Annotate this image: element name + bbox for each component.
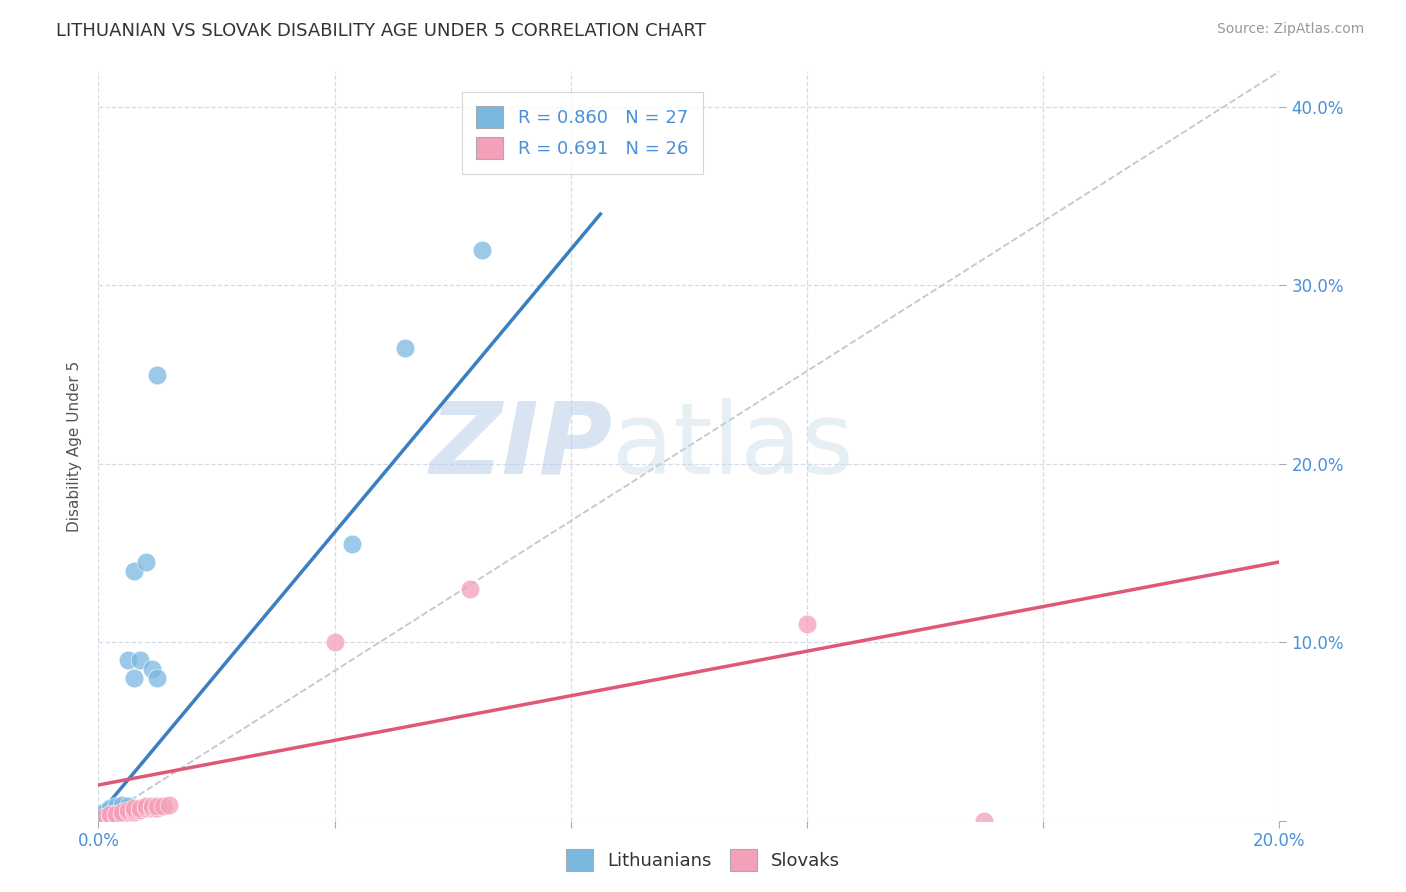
- Text: LITHUANIAN VS SLOVAK DISABILITY AGE UNDER 5 CORRELATION CHART: LITHUANIAN VS SLOVAK DISABILITY AGE UNDE…: [56, 22, 706, 40]
- Point: [128, 653, 150, 667]
- Point: [105, 808, 128, 822]
- Point: [105, 806, 128, 821]
- Point: [796, 617, 818, 632]
- Point: [117, 799, 139, 814]
- Point: [135, 555, 157, 569]
- Point: [460, 582, 482, 596]
- Point: [93, 810, 115, 824]
- Point: [98, 806, 121, 821]
- Point: [98, 803, 121, 817]
- Point: [122, 801, 145, 815]
- Point: [93, 808, 115, 822]
- Point: [105, 803, 128, 817]
- Legend: R = 0.860   N = 27, R = 0.691   N = 26: R = 0.860 N = 27, R = 0.691 N = 26: [461, 92, 703, 174]
- Point: [157, 797, 180, 812]
- Point: [146, 801, 169, 815]
- Point: [122, 671, 145, 685]
- Y-axis label: Disability Age Under 5: Disability Age Under 5: [67, 360, 83, 532]
- Text: ZIP: ZIP: [429, 398, 612, 494]
- Point: [128, 803, 150, 817]
- Legend: Lithuanians, Slovaks: Lithuanians, Slovaks: [558, 842, 848, 879]
- Text: atlas: atlas: [612, 398, 853, 494]
- Point: [128, 801, 150, 815]
- Point: [146, 671, 169, 685]
- Point: [105, 801, 128, 815]
- Point: [323, 635, 346, 649]
- Point: [105, 799, 128, 814]
- Point: [111, 803, 134, 817]
- Point: [105, 806, 128, 821]
- Point: [117, 801, 139, 815]
- Point: [152, 799, 174, 814]
- Point: [122, 564, 145, 578]
- Point: [111, 805, 134, 819]
- Point: [471, 243, 494, 257]
- Point: [141, 799, 163, 814]
- Point: [394, 341, 416, 355]
- Point: [342, 537, 364, 551]
- Text: Source: ZipAtlas.com: Source: ZipAtlas.com: [1216, 22, 1364, 37]
- Point: [117, 653, 139, 667]
- Point: [117, 805, 139, 819]
- Point: [93, 805, 115, 819]
- Point: [146, 799, 169, 814]
- Point: [98, 808, 121, 822]
- Point: [122, 805, 145, 819]
- Point: [111, 801, 134, 815]
- Point: [117, 803, 139, 817]
- Point: [93, 806, 115, 821]
- Point: [135, 801, 157, 815]
- Point: [111, 797, 134, 812]
- Point: [98, 806, 121, 821]
- Point: [135, 799, 157, 814]
- Point: [141, 801, 163, 815]
- Point: [98, 808, 121, 822]
- Point: [111, 806, 134, 821]
- Point: [122, 803, 145, 817]
- Point: [98, 801, 121, 815]
- Point: [973, 814, 995, 828]
- Point: [146, 368, 169, 382]
- Point: [141, 662, 163, 676]
